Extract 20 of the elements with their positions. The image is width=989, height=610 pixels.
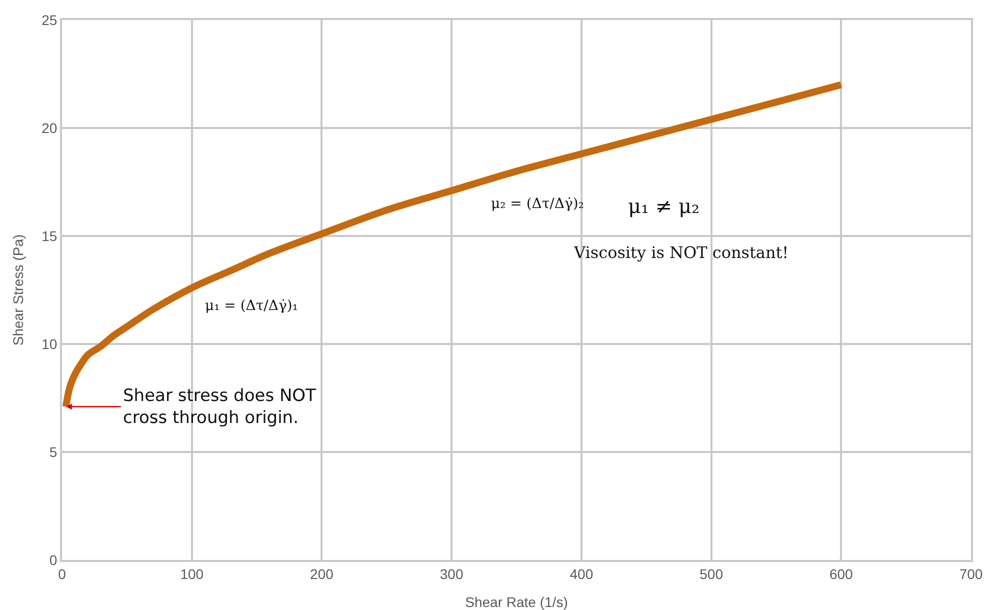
x-tick-label: 300 bbox=[440, 566, 464, 582]
x-tick-label: 500 bbox=[700, 566, 724, 582]
annotation: μ₂ = (Δτ/Δγ̇)₂ bbox=[491, 196, 584, 212]
x-axis-title: Shear Rate (1/s) bbox=[465, 594, 568, 610]
annotation: Shear stress does NOT cross through origin. bbox=[123, 386, 317, 428]
y-tick-label: 10 bbox=[42, 336, 58, 352]
y-tick-label: 5 bbox=[49, 444, 58, 460]
y-tick-label: 20 bbox=[42, 120, 58, 136]
annotation: μ₁ ≠ μ₂ bbox=[628, 194, 700, 218]
annotation: Viscosity is NOT constant! bbox=[573, 243, 789, 262]
y-axis-title: Shear Stress (Pa) bbox=[10, 234, 26, 346]
y-tick-label: 15 bbox=[42, 228, 58, 244]
x-tick-label: 400 bbox=[570, 566, 594, 582]
x-tick-label: 600 bbox=[829, 566, 854, 582]
y-tick-label: 0 bbox=[49, 552, 58, 568]
x-tick-label: 700 bbox=[959, 566, 983, 582]
x-tick-label: 100 bbox=[180, 566, 204, 582]
x-tick-label: 200 bbox=[310, 566, 334, 582]
annotation: μ₁ = (Δτ/Δγ̇)₁ bbox=[205, 298, 298, 314]
y-tick-label: 25 bbox=[42, 12, 58, 28]
